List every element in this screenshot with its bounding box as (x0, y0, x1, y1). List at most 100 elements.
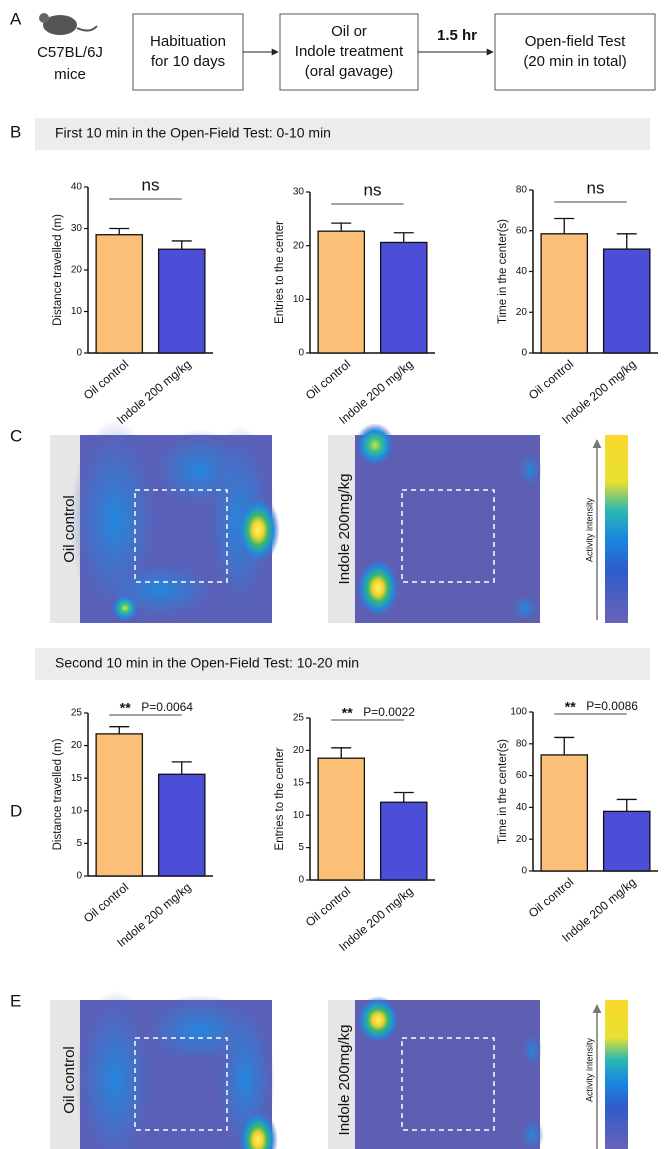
x-tick-label: Oil control (526, 357, 576, 402)
error-bar (331, 222, 352, 232)
step-text: Oil or (331, 23, 367, 40)
step-text: Open-field Test (525, 33, 626, 50)
significance: ns (142, 175, 160, 194)
bar (157, 248, 206, 354)
heatmap: Oil control (50, 420, 280, 623)
heatmap-group: Indole 200mg/kg (336, 474, 353, 585)
section-bar (35, 118, 650, 150)
y-tick-label: 0 (298, 348, 304, 359)
mouse-icon (39, 13, 98, 35)
y-tick-label: 20 (516, 834, 528, 845)
step-text: Habituation (150, 33, 226, 50)
y-axis-label: Entries to the center (274, 221, 286, 324)
heatmap-group: Indole 200mg/kg (336, 1025, 353, 1136)
error-bar (393, 232, 414, 243)
y-tick-label: 0 (521, 866, 527, 877)
y-tick-label: 15 (71, 773, 83, 784)
error-bar (171, 240, 192, 250)
heatmap-group: Oil control (61, 1046, 78, 1114)
y-tick-label: 10 (293, 810, 305, 821)
x-tick-label: Oil control (303, 884, 353, 929)
y-axis-label: Distance travelled (m) (52, 214, 64, 326)
y-axis-label: Time in the center(s) (497, 739, 509, 844)
significance: ns (364, 180, 382, 199)
y-tick-label: 40 (516, 266, 528, 277)
y-tick-label: 60 (516, 770, 528, 781)
y-tick-label: 0 (298, 875, 304, 886)
error-bar (554, 736, 575, 755)
significance: ns (587, 178, 605, 197)
p-value: P=0.0064 (141, 700, 193, 714)
y-axis-label: Entries to the center (274, 747, 286, 850)
section-title: First 10 min in the Open-Field Test: 0-1… (55, 125, 331, 141)
panel-label: D (10, 801, 22, 820)
step-text: (20 min in total) (523, 53, 626, 70)
y-tick-label: 0 (76, 348, 82, 359)
error-bar (171, 761, 192, 775)
y-tick-label: 30 (71, 223, 83, 234)
colorbar-label: Activity intensity (584, 497, 594, 562)
significance: ** (342, 705, 353, 721)
x-tick-label: Oil control (303, 357, 353, 402)
y-tick-label: 80 (516, 185, 528, 196)
step-box (494, 13, 656, 91)
bar (95, 234, 144, 354)
error-bar (554, 217, 575, 234)
x-tick-label: Oil control (81, 357, 131, 402)
y-tick-label: 20 (516, 307, 528, 318)
y-tick-label: 5 (298, 842, 304, 853)
y-tick-label: 0 (76, 871, 82, 882)
step-text: (oral gavage) (305, 63, 393, 80)
panel-label: E (10, 991, 21, 1010)
bar (540, 754, 589, 872)
significance: ** (120, 700, 131, 716)
strain: C57BL/6J (37, 44, 103, 61)
y-tick-label: 15 (293, 777, 305, 788)
y-tick-label: 20 (71, 740, 83, 751)
p-value: P=0.0022 (363, 705, 415, 719)
panel-label: B (10, 122, 21, 141)
y-tick-label: 60 (516, 225, 528, 236)
bar (379, 801, 428, 881)
step-text: for 10 days (151, 53, 225, 70)
error-bar (616, 233, 637, 250)
y-tick-label: 20 (293, 745, 305, 756)
y-tick-label: 80 (516, 738, 528, 749)
y-tick-label: 30 (293, 187, 305, 198)
heatmap: Oil control (50, 990, 278, 1149)
bar (602, 248, 651, 354)
step-box (279, 13, 419, 91)
animal: mice (54, 66, 86, 83)
step-text: Indole treatment (295, 43, 404, 60)
bar (540, 233, 589, 354)
heatmap: Indole 200mg/kg (328, 996, 544, 1149)
colorbar: Activity intensity (584, 435, 628, 623)
heatmap: Indole 200mg/kg (328, 423, 542, 623)
colorbar: Activity intensity (584, 1000, 628, 1149)
y-tick-label: 10 (293, 294, 305, 305)
error-bar (331, 747, 352, 759)
section-title: Second 10 min in the Open-Field Test: 10… (55, 655, 359, 671)
p-value: P=0.0086 (586, 699, 638, 713)
y-tick-label: 20 (293, 240, 305, 251)
panel-label: C (10, 426, 22, 445)
interval: 1.5 hr (437, 27, 477, 44)
y-tick-label: 40 (516, 802, 528, 813)
error-bar (109, 726, 130, 734)
y-axis-label: Time in the center(s) (497, 219, 509, 324)
colorbar-label: Activity intensity (584, 1037, 594, 1102)
bar (379, 241, 428, 354)
y-tick-label: 10 (71, 805, 83, 816)
y-tick-label: 25 (293, 713, 305, 724)
y-tick-label: 5 (76, 838, 82, 849)
panel-label: A (10, 9, 22, 28)
y-tick-label: 0 (521, 348, 527, 359)
x-tick-label: Oil control (81, 880, 131, 925)
bar (95, 733, 144, 877)
significance: ** (565, 699, 576, 715)
bar (602, 810, 651, 872)
bar (317, 230, 366, 354)
bar (317, 757, 366, 881)
x-tick-label: Oil control (526, 875, 576, 920)
